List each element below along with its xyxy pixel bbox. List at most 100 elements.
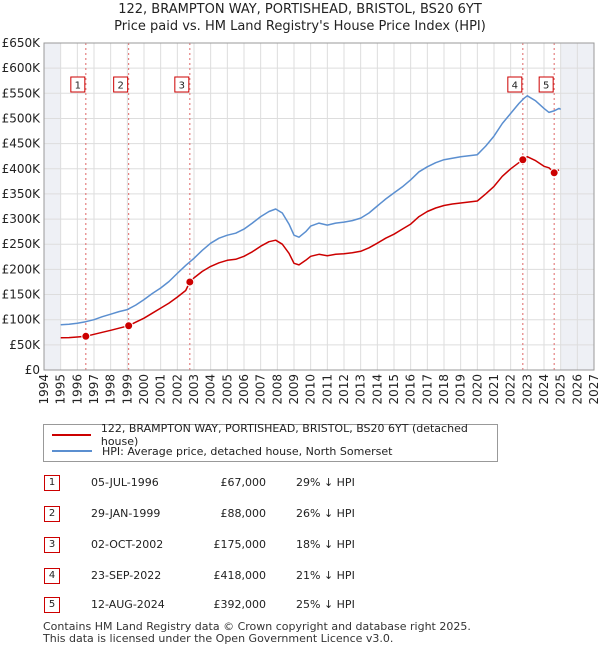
table-row: 4 23-SEP-2022 £418,000 21% ↓ HPI [44, 568, 444, 586]
transaction-price: £175,000 [213, 538, 267, 551]
transaction-label-number: 3 [179, 81, 185, 92]
x-tick-label: 2014 [370, 374, 384, 405]
x-tick-label: 1995 [54, 374, 68, 405]
x-tick-label: 2001 [154, 374, 168, 405]
transaction-date: 23-SEP-2022 [91, 569, 162, 582]
y-tick-label: £150K [2, 288, 42, 302]
transaction-label-number: 4 [512, 81, 518, 92]
x-tick-label: 2003 [187, 374, 201, 405]
x-tick-label: 2019 [454, 374, 468, 405]
y-tick-label: £550K [2, 86, 42, 100]
x-tick-label: 2018 [437, 374, 451, 405]
y-tick-label: £450K [2, 137, 42, 151]
table-row: 5 12-AUG-2024 £392,000 25% ↓ HPI [44, 597, 444, 615]
transaction-point [185, 277, 195, 287]
x-tick-label: 2027 [587, 374, 600, 405]
transaction-label-frame [174, 76, 190, 93]
x-tick-label: 1999 [120, 374, 134, 405]
x-tick-label: 2021 [487, 374, 501, 405]
x-tick-label: 2013 [354, 374, 368, 405]
table-row: 1 05-JUL-1996 £67,000 29% ↓ HPI [44, 475, 444, 493]
plot-area [44, 43, 594, 370]
x-tick-label: 2010 [304, 374, 318, 405]
transaction-marker: 2 [44, 506, 60, 522]
y-tick-label: £650K [2, 36, 42, 50]
table-row: 2 29-JAN-1999 £88,000 26% ↓ HPI [44, 506, 444, 524]
x-tick-label: 2004 [204, 374, 218, 405]
legend-label-property: 122, BRAMPTON WAY, PORTISHEAD, BRISTOL, … [100, 422, 468, 448]
footer-copyright: Contains HM Land Registry data © Crown c… [43, 620, 471, 633]
x-tick-label: 2012 [337, 374, 351, 405]
transaction-label-frame [538, 76, 554, 93]
x-tick-label: 2017 [420, 374, 434, 405]
chart-title: 122, BRAMPTON WAY, PORTISHEAD, BRISTOL, … [118, 2, 482, 17]
chart-subtitle: Price paid vs. HM Land Registry's House … [114, 19, 486, 34]
transaction-label-number: 1 [75, 81, 81, 92]
y-tick-label: £0 [25, 363, 40, 377]
x-tick-label: 2007 [254, 374, 268, 405]
x-tick-label: 1994 [37, 374, 51, 405]
transaction-hpi-diff: 21% ↓ HPI [296, 569, 355, 582]
hpi-series-line [60, 95, 562, 326]
transaction-date: 12-AUG-2024 [91, 598, 165, 611]
x-tick-label: 2009 [287, 374, 301, 405]
chart-legend: 122, BRAMPTON WAY, PORTISHEAD, BRISTOL, … [43, 422, 498, 462]
transaction-label-number: 5 [543, 81, 549, 92]
transaction-hpi-diff: 25% ↓ HPI [296, 598, 355, 611]
pre-data-region [44, 43, 61, 370]
y-tick-label: £50K [9, 338, 41, 352]
price-chart: £0 £50K £100K £150K £200K £250K £300K £350K £400… [2, 36, 600, 405]
transaction-price: £67,000 [220, 476, 267, 489]
legend-swatch-hpi [52, 450, 92, 452]
transaction-hpi-diff: 18% ↓ HPI [296, 538, 355, 551]
x-tick-label: 2023 [520, 374, 534, 405]
transaction-label-box: 3 [174, 76, 190, 93]
transaction-marker: 1 [44, 475, 60, 491]
x-tick-label: 2016 [404, 374, 418, 405]
transaction-marker: 5 [44, 597, 60, 613]
transaction-point [518, 155, 528, 165]
transaction-price: £88,000 [220, 507, 267, 520]
x-tick-label: 2011 [320, 374, 334, 405]
x-tick-label: 2006 [237, 374, 251, 405]
transaction-date: 05-JUL-1996 [91, 476, 159, 489]
y-tick-label: £300K [2, 212, 42, 226]
y-tick-label: £600K [2, 61, 42, 75]
y-tick-label: £250K [2, 237, 42, 251]
footer-licence: This data is licensed under the Open Gov… [43, 632, 394, 645]
transaction-marker: 3 [44, 537, 60, 553]
y-tick-label: £200K [2, 262, 42, 276]
property-series-line [60, 155, 560, 339]
transaction-label-box: 4 [507, 76, 523, 93]
transaction-label-box: 1 [70, 76, 86, 93]
transaction-date: 02-OCT-2002 [91, 538, 164, 551]
transaction-hpi-diff: 26% ↓ HPI [296, 507, 355, 520]
transaction-price: £392,000 [213, 598, 267, 611]
x-tick-label: 2025 [554, 374, 568, 405]
transaction-price: £418,000 [213, 569, 267, 582]
transaction-label-box: 2 [113, 76, 129, 93]
transaction-label-frame [70, 76, 86, 93]
plot-border [43, 42, 595, 371]
legend-swatch-property [52, 434, 91, 436]
transaction-point [81, 331, 91, 341]
transaction-label-box: 5 [538, 76, 554, 93]
x-tick-label: 2008 [270, 374, 284, 405]
x-tick-label: 2002 [170, 374, 184, 405]
y-tick-label: £350K [2, 187, 42, 201]
transaction-label-frame [507, 76, 523, 93]
x-tick-label: 2005 [220, 374, 234, 405]
x-tick-label: 2020 [470, 374, 484, 405]
legend-item-property: 122, BRAMPTON WAY, PORTISHEAD, BRISTOL, … [52, 422, 497, 448]
transaction-label-frame [113, 76, 129, 93]
x-tick-label: 2024 [537, 374, 551, 405]
x-tick-label: 1997 [87, 374, 101, 405]
x-tick-label: 2026 [570, 374, 584, 405]
x-tick-label: 2015 [387, 374, 401, 405]
y-tick-label: £100K [2, 313, 42, 327]
x-tick-label: 1996 [70, 374, 84, 405]
y-tick-label: £400K [2, 162, 42, 176]
transaction-marker: 4 [44, 568, 60, 584]
transaction-point [124, 321, 134, 331]
x-tick-label: 2022 [504, 374, 518, 405]
